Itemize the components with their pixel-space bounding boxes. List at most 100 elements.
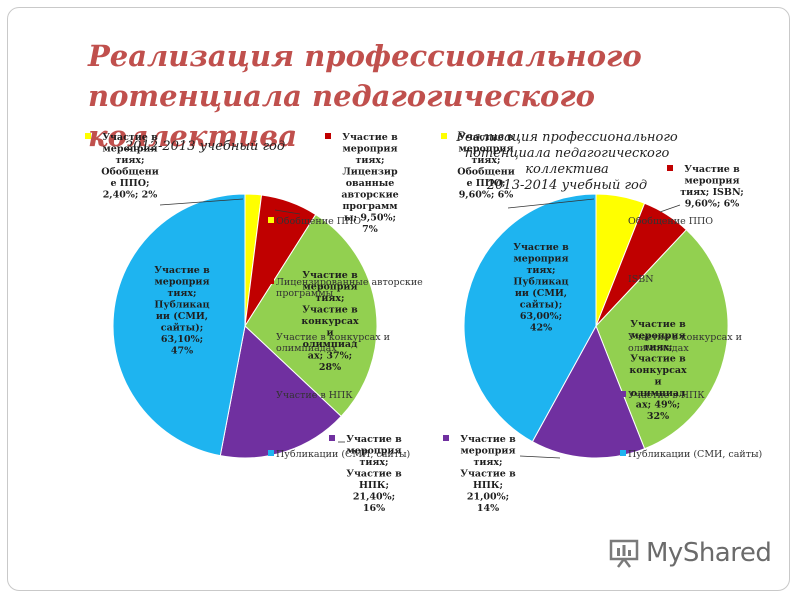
data-label-1-3-line: Участие в <box>302 270 358 281</box>
data-label-key-1-4 <box>329 435 335 441</box>
data-label-2-3-line: олимпиад <box>631 388 686 399</box>
data-label-1-5-line: мероприя <box>155 277 210 288</box>
data-label-2-3-line: тиях; <box>643 342 672 353</box>
legend-entry-line: олимпиадах <box>628 343 689 354</box>
data-label-2-4: Участие в мероприя тиях; Участие в НПК; 21,00… <box>460 434 516 514</box>
data-label-2-5-line: сайты); <box>520 300 562 311</box>
legend-entry-line: Участие в НПК <box>628 390 705 401</box>
data-label-2-5-line: 42% <box>530 323 552 334</box>
legend-swatch-2-1 <box>620 217 626 223</box>
data-label-1-4: Участие в мероприя тиях; Участие в НПК; 21,40… <box>346 434 402 514</box>
pie-slice-1-4 <box>219 325 342 459</box>
data-label-1-5-line: ии (СМИ, <box>156 311 208 322</box>
data-label-2-1-line: е ППО; <box>466 178 505 189</box>
data-label-1-4-line: Участие в <box>346 469 402 480</box>
legend-entry-line: олимпиадах <box>276 343 337 354</box>
data-label-1-5-line: тиях; <box>167 288 196 299</box>
data-label-1-2: Участие в мероприя тиях; Лицензир ованные авт… <box>341 132 398 235</box>
legend-entry-1-3: Участие в конкурсах и олимпиадах <box>276 332 390 354</box>
data-label-1-3-line: и <box>326 328 333 339</box>
data-label-2-5-line: ии (СМИ, <box>515 288 567 299</box>
slide-title: Реализация профессионального потенциала … <box>88 36 768 156</box>
data-label-1-1-line: Участие в <box>102 132 158 143</box>
data-label-1-4-line: 21,40%; <box>353 492 395 503</box>
legend-entry-line: Публикации (СМИ, сайты) <box>276 449 410 460</box>
legend-entry-line: Участие в НПК <box>276 390 353 401</box>
data-label-1-4-line: 16% <box>363 503 385 514</box>
pie-slice-1-5 <box>112 193 246 457</box>
leader-line-1-1 <box>159 198 244 206</box>
legend-entry-line: Обобщение ППО <box>628 216 713 227</box>
legend-swatch-1-2 <box>268 278 274 284</box>
pie-slice-2-4 <box>531 324 646 459</box>
data-label-1-5-line: сайты); <box>161 323 203 334</box>
data-label-1-2-line: 7% <box>362 224 378 235</box>
legend-entry-line: Участие в конкурсах и <box>276 332 390 343</box>
data-label-2-5-line: Публикац <box>513 277 568 288</box>
data-label-2-1-line: мероприя <box>459 144 514 155</box>
legend-entry-line: ISBN <box>628 274 654 285</box>
data-label-2-3-line: мероприя <box>631 331 686 342</box>
data-label-1-3-line: ах; 37%; <box>308 351 352 362</box>
data-label-2-2-line: мероприя <box>685 176 740 187</box>
legend-entry-1-1: Обобщение ППО <box>276 216 361 227</box>
legend-swatch-2-5 <box>620 450 626 456</box>
legend-entry-1-2: Лицензированные авторские программы <box>276 277 423 299</box>
data-label-2-2-line: тиях; ISBN; <box>680 187 744 198</box>
data-label-2-4-line: тиях; <box>473 457 502 468</box>
data-label-2-4-line: Участие в <box>460 469 516 480</box>
data-label-2-5-line: Участие в <box>513 242 569 253</box>
data-label-2-3-line: Участие в <box>630 354 686 365</box>
data-label-2-4-line: 21,00%; <box>467 492 509 503</box>
data-label-1-3-line: тиях; <box>315 293 344 304</box>
leader-line-2-2 <box>659 204 681 213</box>
data-label-2-5-line: 63,00%; <box>520 311 562 322</box>
data-label-2-4-line: мероприя <box>461 446 516 457</box>
data-label-2-1-line: 9,60%; 6% <box>459 190 514 201</box>
pie-slice-1-3 <box>244 213 378 418</box>
data-label-2-5-line: тиях; <box>526 265 555 276</box>
data-label-1-3: Участие в мероприя тиях; Участие в конкурсах… <box>301 270 359 373</box>
data-label-key-1-1 <box>85 133 91 139</box>
chart-title-1: 2012-2013 учебный год <box>124 139 285 154</box>
data-label-1-1-line: е ППО; <box>110 178 149 189</box>
chart-title-2-line: потенциала педагогического <box>465 146 670 161</box>
legend-swatch-1-1 <box>268 217 274 223</box>
chart-title-2-line: 2013-2014 учебный год <box>486 178 647 193</box>
data-label-1-1: Участие в мероприя тиях; Обобщени е ППО; 2,40… <box>101 132 159 201</box>
data-label-1-2-line: Участие в <box>342 132 398 143</box>
data-label-1-5-line: 63,10%; <box>161 334 203 345</box>
data-label-1-5-line: Участие в <box>154 265 210 276</box>
data-label-1-2-line: ованные <box>346 178 395 189</box>
data-label-key-1-2 <box>325 133 331 139</box>
slide-frame <box>7 7 790 591</box>
legend-entry-1-5: Публикации (СМИ, сайты) <box>276 449 410 460</box>
data-label-1-1-line: Обобщени <box>101 167 159 178</box>
data-label-2-4-line: НПК; <box>473 480 503 491</box>
presentation-board-icon <box>609 539 639 568</box>
data-label-key-2-1 <box>441 133 447 139</box>
data-label-2-3-line: Участие в <box>630 319 686 330</box>
data-label-2-3-line: ах; 49%; <box>636 400 680 411</box>
data-label-2-3: Участие в мероприя тиях; Участие в конкурсах… <box>629 319 687 422</box>
legend-entry-line: Участие в конкурсах и <box>628 332 742 343</box>
data-label-1-2-line: мероприя <box>343 144 398 155</box>
data-label-2-2-line: 9,60%; 6% <box>685 199 740 210</box>
legend-swatch-1-5 <box>268 450 274 456</box>
data-label-2-1-line: тиях; <box>471 155 500 166</box>
data-label-1-3-line: Участие в <box>302 305 358 316</box>
legend-entry-1-4: Участие в НПК <box>276 390 353 401</box>
data-label-1-1-line: тиях; <box>115 155 144 166</box>
data-label-1-2-line: Лицензир <box>342 167 398 178</box>
data-label-1-2-line: программ <box>342 201 397 212</box>
chart-title-2-line: коллектива <box>525 162 609 177</box>
data-label-2-5: Участие в мероприя тиях; Публикац ии (СМИ, са… <box>513 242 569 334</box>
data-label-2-2: Участие в мероприя тиях; ISBN; 9,60%; 6% <box>680 164 744 210</box>
legend-swatch-1-4 <box>268 391 274 397</box>
legend-swatch-2-3 <box>620 333 626 339</box>
legend-entry-2-1: Обобщение ППО <box>628 216 713 227</box>
data-label-2-4-line: 14% <box>477 503 499 514</box>
legend-swatch-2-4 <box>620 391 626 397</box>
leader-line-2-1 <box>507 198 595 209</box>
